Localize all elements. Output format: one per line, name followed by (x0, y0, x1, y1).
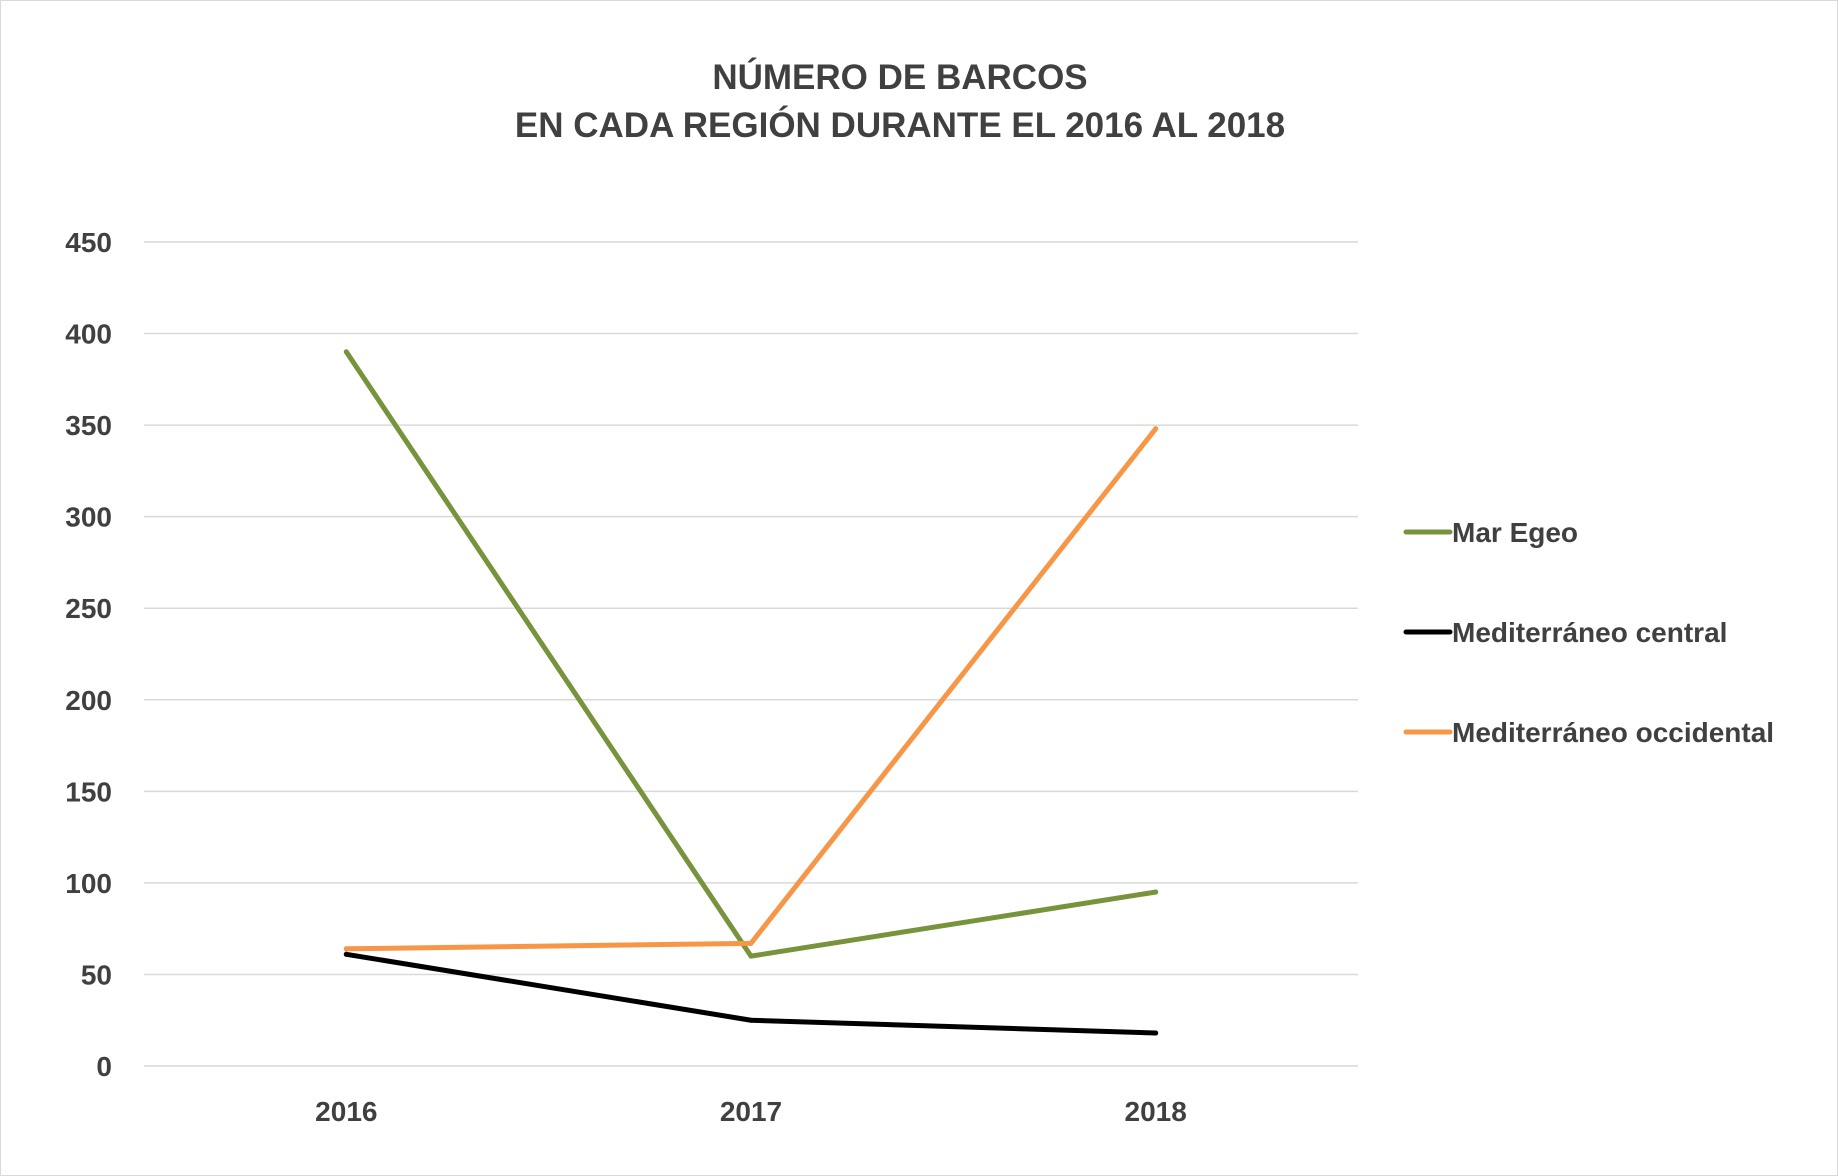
data-point-mediterr-neo-occidental-2016 (343, 946, 349, 952)
y-tick-label-0: 0 (96, 1051, 112, 1082)
legend: Mar Egeo Mediterráneo central Mediterráneo… (1403, 517, 1774, 748)
series-line-mar-egeo (343, 349, 1159, 959)
chart-title-line-1: NÚMERO DE BARCOS (712, 57, 1087, 97)
legend-item-mediterr-neo-occidental: Mediterráneo occidental (1403, 717, 1774, 748)
legend-label-mar-egeo: Mar Egeo (1452, 517, 1578, 548)
y-tick-label-450: 450 (65, 227, 112, 258)
data-point-mar-egeo-2017 (748, 953, 754, 959)
x-axis-tick-labels: 2016 2017 2018 (315, 1096, 1187, 1127)
data-point-mediterr-neo-central-2017 (748, 1017, 754, 1023)
legend-label-mediterr-neo-occidental: Mediterráneo occidental (1452, 717, 1774, 748)
data-point-mediterr-neo-occidental-2017 (748, 940, 754, 946)
y-tick-label-250: 250 (65, 593, 112, 624)
y-tick-label-150: 150 (65, 776, 112, 807)
y-tick-label-100: 100 (65, 868, 112, 899)
y-tick-label-50: 50 (81, 959, 112, 990)
x-tick-label-2016: 2016 (315, 1096, 377, 1127)
y-tick-label-350: 350 (65, 410, 112, 441)
y-tick-label-300: 300 (65, 502, 112, 533)
gridlines (144, 241, 1358, 1067)
series-line-mediterr-neo-occidental (343, 426, 1159, 952)
legend-item-mar-egeo: Mar Egeo (1403, 517, 1578, 548)
data-point-mar-egeo-2018 (1153, 889, 1159, 895)
data-point-mediterr-neo-central-2016 (343, 951, 349, 957)
data-point-mar-egeo-2016 (343, 349, 349, 355)
legend-item-mediterr-neo-central: Mediterráneo central (1403, 617, 1727, 648)
data-point-mediterr-neo-occidental-2018 (1153, 426, 1159, 432)
chart-title: NÚMERO DE BARCOS EN CADA REGIÓN DURANTE … (515, 57, 1285, 145)
x-tick-label-2017: 2017 (720, 1096, 782, 1127)
y-tick-label-200: 200 (65, 685, 112, 716)
chart-title-line-2: EN CADA REGIÓN DURANTE EL 2016 AL 2018 (515, 105, 1285, 145)
x-tick-label-2018: 2018 (1125, 1096, 1187, 1127)
y-tick-label-400: 400 (65, 319, 112, 350)
legend-label-mediterr-neo-central: Mediterráneo central (1452, 617, 1727, 648)
series-lines (343, 349, 1159, 1036)
y-axis-tick-labels: 0 50 100 150 200 250 300 350 400 450 (65, 227, 112, 1082)
data-point-mediterr-neo-central-2018 (1153, 1030, 1159, 1036)
